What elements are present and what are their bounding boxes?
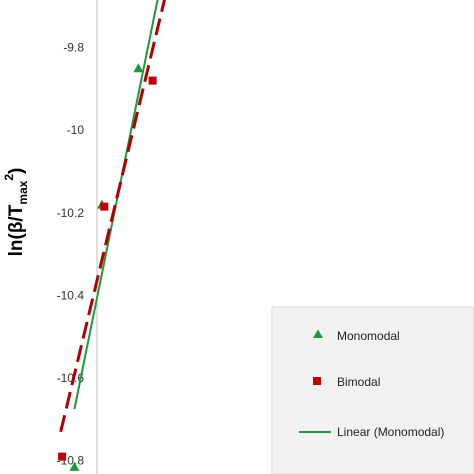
- plot-area: [58, 0, 166, 471]
- legend-box: [271, 306, 474, 474]
- monomodal-point: [69, 461, 80, 471]
- trendline-monomodal: [73, 0, 159, 410]
- y-tick-label: -10.4: [57, 288, 85, 302]
- y-tick-labels: -9.8-10-10.2-10.4-10.6-10.8: [57, 41, 85, 468]
- trendline-bimodal: [59, 0, 166, 433]
- y-tick-label: -10.6: [57, 371, 85, 385]
- y-tick-label: -9.8: [63, 41, 84, 55]
- y-axis-label-sup: 2: [2, 174, 16, 181]
- y-axis-label-close: ): [6, 168, 27, 174]
- y-tick-label: -10: [67, 123, 85, 137]
- legend-marker-monomodal: [313, 329, 323, 338]
- bimodal-point: [100, 202, 109, 211]
- bimodal-point: [58, 452, 67, 461]
- y-axis-label: ln(β/Tmax2): [2, 168, 30, 257]
- y-axis-label-main: ln(β/T: [6, 204, 27, 256]
- legend-label-linear-monomodal: Linear (Monomodal): [337, 425, 444, 439]
- legend: Monomodal Bimodal Linear (Monomodal): [271, 306, 474, 474]
- monomodal-point: [133, 63, 144, 73]
- bimodal-point: [148, 76, 157, 85]
- legend-marker-bimodal: [313, 377, 321, 385]
- legend-label-monomodal: Monomodal: [337, 329, 400, 343]
- y-axis-label-sub: max: [16, 180, 30, 204]
- legend-label-bimodal: Bimodal: [337, 375, 380, 389]
- y-tick-label: -10.2: [57, 206, 85, 220]
